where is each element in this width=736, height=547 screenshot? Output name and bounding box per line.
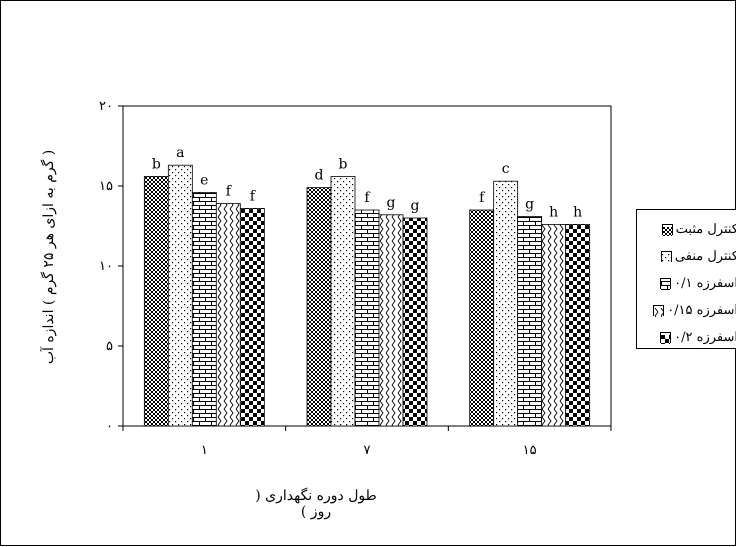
y-tick-label: ۵: [106, 339, 113, 354]
x-tick-label: ۷: [364, 443, 371, 458]
bar-label: g: [387, 195, 396, 211]
bar: [143, 175, 169, 427]
bar: [493, 180, 519, 427]
y-tick-label: ۱۰: [99, 259, 113, 274]
bar-label: g: [411, 198, 420, 214]
bar: [402, 217, 428, 427]
bar-label: d: [315, 168, 324, 184]
x-tick-label: ۱: [201, 443, 208, 458]
bar: [517, 215, 543, 427]
x-axis-title: طول دوره نگهداری ( روز ): [255, 488, 377, 520]
legend-item: اسفرزه ۰/۲: [637, 326, 736, 348]
bar: [167, 164, 193, 427]
bar-label: f: [364, 190, 371, 206]
bar-label: b: [339, 156, 348, 172]
bar-label: f: [250, 188, 257, 204]
bars: [143, 164, 591, 427]
bar-label: a: [176, 145, 184, 161]
bar: [469, 209, 495, 427]
legend-item: کنترل مثبت: [637, 218, 736, 240]
legend: کنترل مثبت کنترل منفی اسفرزه ۰/۱ اسفرزه ۰/۱…: [636, 209, 736, 349]
bar-label: h: [573, 204, 582, 220]
y-tick-label: ۰: [106, 419, 113, 434]
bar: [215, 203, 241, 427]
bar: [306, 187, 332, 427]
bar-label: e: [200, 172, 208, 188]
bar-label: g: [525, 196, 534, 212]
legend-swatch: [661, 223, 673, 236]
bar: [378, 214, 404, 427]
bar-label: b: [152, 156, 161, 172]
bar-label: h: [549, 204, 558, 220]
bar: [565, 223, 591, 427]
legend-label: اسفرزه ۰/۱۵: [667, 302, 736, 318]
bar: [330, 175, 356, 427]
legend-item: اسفرزه ۰/۱۵: [637, 299, 736, 321]
bar: [541, 223, 567, 427]
legend-swatch: [660, 331, 672, 344]
legend-label: کنترل مثبت: [675, 221, 736, 237]
legend-item: اسفرزه ۰/۱: [637, 272, 736, 294]
legend-label: اسفرزه ۰/۱: [674, 275, 736, 291]
bar: [191, 191, 217, 427]
bar-label: c: [502, 161, 510, 177]
axis-ticks: ۰ ۵ ۱۰ ۱۵ ۲۰ ۱ ۷ ۱۵: [99, 99, 612, 458]
x-tick-label: ۱۵: [523, 443, 537, 458]
bar: [239, 207, 265, 427]
y-axis-title: ( گرم به ازای هر ۲۵ گرم ) اندازه آب: [41, 149, 57, 365]
y-tick-label: ۱۵: [99, 179, 113, 194]
bar-label: f: [479, 190, 486, 206]
bar-label: f: [226, 184, 233, 200]
legend-label: کنترل منفی: [674, 248, 736, 264]
legend-swatch: [660, 250, 672, 263]
legend-item: کنترل منفی: [637, 245, 736, 267]
legend-swatch: [653, 304, 665, 317]
bar: [354, 209, 380, 427]
legend-swatch: [660, 277, 672, 290]
y-tick-label: ۲۰: [99, 99, 113, 114]
legend-label: اسفرزه ۰/۲: [674, 329, 736, 345]
